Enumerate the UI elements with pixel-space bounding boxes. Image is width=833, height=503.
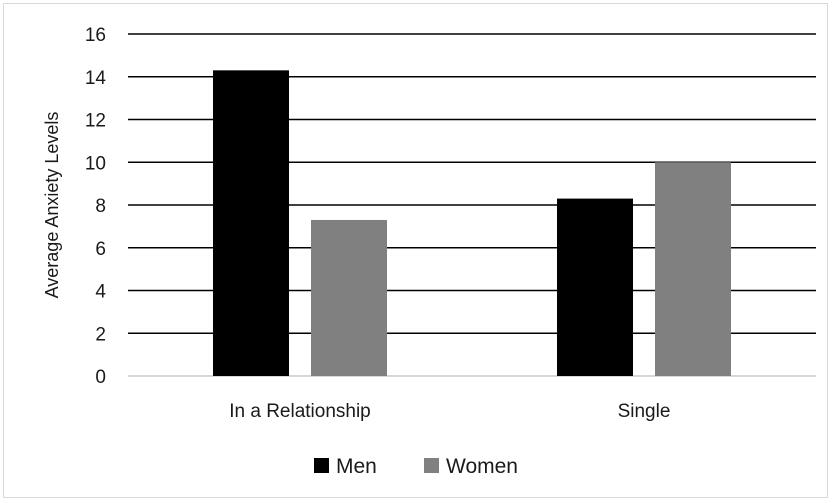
bars [213, 70, 731, 377]
y-tick-label: 8 [95, 196, 106, 217]
bar-men-2 [557, 198, 633, 376]
y-tick-label: 14 [85, 68, 107, 89]
legend-swatch-men [314, 458, 329, 473]
x-category-label: In a Relationship [229, 401, 371, 422]
y-tick-label: 6 [95, 239, 106, 260]
x-category-label: Single [618, 401, 671, 422]
legend: Men Women [314, 455, 518, 478]
y-tick-label: 12 [85, 111, 106, 132]
y-tick-label: 4 [95, 282, 106, 303]
y-axis-ticks: 0 2 4 6 8 10 12 14 16 [85, 25, 107, 388]
legend-label-men: Men [336, 455, 377, 478]
y-tick-label: 2 [95, 324, 106, 345]
bar-women-1 [311, 219, 387, 376]
bar-men-1 [213, 70, 289, 377]
y-tick-label: 0 [95, 367, 106, 388]
y-tick-label: 10 [85, 153, 106, 174]
y-tick-label: 16 [85, 25, 106, 46]
legend-swatch-women [424, 458, 439, 473]
bar-women-2 [655, 162, 731, 376]
y-axis-label: Average Anxiety Levels [42, 112, 62, 299]
x-axis-categories: In a Relationship Single [229, 401, 670, 422]
legend-label-women: Women [446, 455, 518, 478]
